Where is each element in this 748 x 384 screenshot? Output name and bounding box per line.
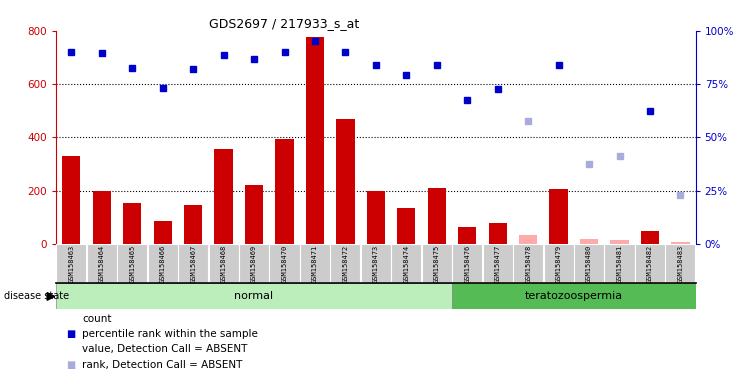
Bar — [239, 244, 269, 282]
Text: count: count — [82, 314, 111, 324]
Bar — [665, 244, 696, 282]
Text: GSM158470: GSM158470 — [281, 245, 287, 283]
Text: GSM158464: GSM158464 — [99, 245, 105, 283]
Bar — [574, 244, 604, 282]
Text: normal: normal — [234, 291, 274, 301]
Bar — [580, 238, 598, 244]
Bar — [56, 244, 87, 282]
Bar — [544, 244, 574, 282]
Text: GSM158472: GSM158472 — [343, 245, 349, 283]
Bar — [361, 244, 391, 282]
Text: GDS2697 / 217933_s_at: GDS2697 / 217933_s_at — [209, 17, 359, 30]
Text: GSM158466: GSM158466 — [159, 245, 166, 283]
Bar — [452, 244, 482, 282]
Text: GSM158468: GSM158468 — [221, 245, 227, 283]
Text: GSM158482: GSM158482 — [647, 245, 653, 283]
Bar — [610, 240, 628, 244]
Bar — [367, 190, 385, 244]
Text: GSM158473: GSM158473 — [373, 245, 379, 283]
Bar — [123, 202, 141, 244]
Text: percentile rank within the sample: percentile rank within the sample — [82, 329, 258, 339]
Bar — [458, 227, 476, 244]
Text: GSM158465: GSM158465 — [129, 245, 135, 283]
Bar — [269, 244, 300, 282]
Bar — [397, 208, 415, 244]
Text: GSM158467: GSM158467 — [190, 245, 196, 283]
Text: teratozoospermia: teratozoospermia — [525, 291, 623, 301]
Bar — [147, 244, 178, 282]
Bar — [117, 244, 147, 282]
Bar — [452, 283, 696, 309]
Bar — [153, 221, 172, 244]
Bar — [422, 244, 452, 282]
Bar — [178, 244, 208, 282]
Bar — [306, 37, 324, 244]
Text: ■: ■ — [67, 360, 76, 370]
Bar — [275, 139, 294, 244]
Polygon shape — [47, 293, 55, 300]
Bar — [62, 156, 81, 244]
Text: GSM158477: GSM158477 — [494, 245, 500, 283]
Bar — [513, 244, 543, 282]
Text: value, Detection Call = ABSENT: value, Detection Call = ABSENT — [82, 344, 248, 354]
Bar — [87, 244, 117, 282]
Bar — [56, 283, 452, 309]
Bar — [209, 244, 239, 282]
Text: GSM158479: GSM158479 — [556, 245, 562, 283]
Text: GSM158469: GSM158469 — [251, 245, 257, 283]
Bar — [604, 244, 634, 282]
Bar — [550, 189, 568, 244]
Bar — [93, 190, 111, 244]
Bar — [519, 235, 537, 244]
Bar — [428, 188, 446, 244]
Text: GSM158475: GSM158475 — [434, 245, 440, 283]
Text: GSM158463: GSM158463 — [68, 245, 74, 283]
Bar — [300, 244, 330, 282]
Bar — [391, 244, 421, 282]
Text: rank, Detection Call = ABSENT: rank, Detection Call = ABSENT — [82, 360, 242, 370]
Text: GSM158474: GSM158474 — [403, 245, 409, 283]
Bar — [671, 242, 690, 244]
Text: GSM158476: GSM158476 — [465, 245, 470, 283]
Bar — [245, 185, 263, 244]
Bar — [215, 149, 233, 244]
Text: GSM158471: GSM158471 — [312, 245, 318, 283]
Bar — [331, 244, 361, 282]
Bar — [184, 205, 202, 244]
Bar — [641, 230, 659, 244]
Text: GSM158483: GSM158483 — [678, 245, 684, 283]
Bar — [482, 244, 513, 282]
Text: GSM158478: GSM158478 — [525, 245, 531, 283]
Bar — [488, 223, 507, 244]
Bar — [337, 119, 355, 244]
Text: GSM158481: GSM158481 — [616, 245, 622, 283]
Text: GSM158480: GSM158480 — [586, 245, 592, 283]
Text: disease state: disease state — [4, 291, 69, 301]
Bar — [635, 244, 665, 282]
Text: ■: ■ — [67, 329, 76, 339]
